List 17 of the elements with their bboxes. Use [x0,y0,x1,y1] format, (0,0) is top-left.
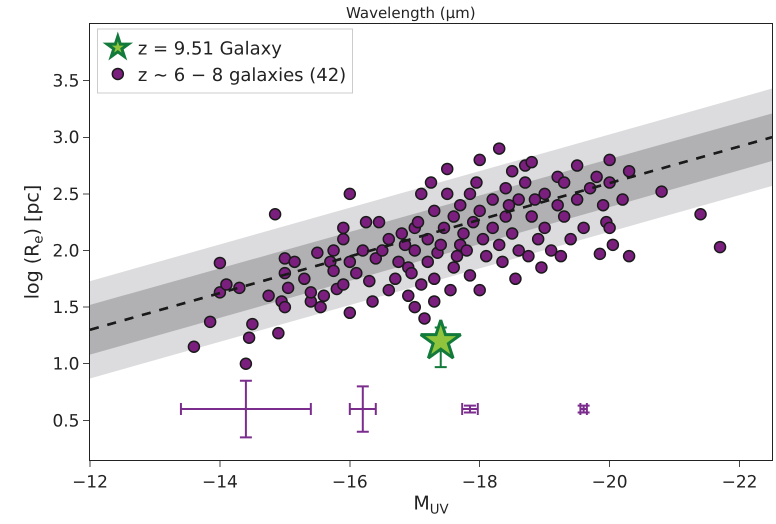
x-tick-label: −18 [462,472,498,492]
legend-label: z = 9.51 Galaxy [138,38,282,60]
x-tick-label: −20 [592,472,628,492]
x-tick-label: −22 [722,472,758,492]
x-tick-label: −12 [72,472,108,492]
y-tick-label: 1.0 [52,354,80,375]
y-tick-label: 3.5 [52,72,80,92]
y-tick-label: 2.5 [52,184,80,205]
x-tick-label: −16 [332,472,368,492]
text: Wavelength (μm) [346,4,476,22]
y-tick-label: 0.5 [52,411,80,432]
legend-label: z ∼ 6 − 8 galaxies (42) [138,64,346,86]
y-tick-label: 1.5 [52,298,80,318]
x-tick-label: −14 [202,472,238,492]
y-tick-label: 3.0 [52,128,80,148]
x-axis-title: M$_{UV}$ [413,492,449,518]
y-tick-label: 2.0 [52,241,80,262]
